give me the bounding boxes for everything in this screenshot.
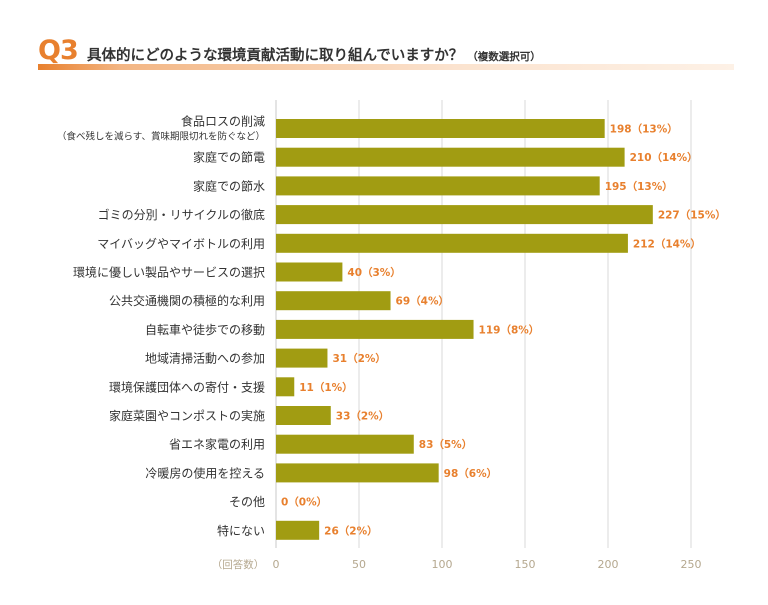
value-label: 69（4%） (396, 295, 449, 308)
x-tick-label: 50 (352, 558, 366, 571)
bar (276, 463, 439, 483)
question-title: 具体的にどのような環境貢献活動に取り組んでいますか？ (87, 48, 464, 64)
x-tick-label: 100 (432, 558, 453, 571)
x-axis-label: （回答数） (212, 558, 265, 571)
value-label: 11（1%） (299, 381, 352, 394)
category-label: 公共交通機関の積極的な利用 (109, 293, 265, 308)
x-tick-label: 0 (273, 558, 280, 571)
category-label: 冷暖房の使用を控える (145, 465, 265, 480)
value-label: 0（0%） (281, 496, 327, 509)
value-label: 26（2%） (324, 524, 377, 537)
value-label: 40（3%） (347, 266, 400, 279)
x-tick-label: 250 (681, 558, 702, 571)
header-underline (38, 64, 734, 70)
question-number: Q3 (38, 35, 79, 66)
bar (276, 348, 328, 368)
bar (276, 291, 391, 311)
value-label: 198（13%） (610, 123, 678, 136)
question-text: 具体的にどのような環境貢献活動に取り組んでいますか？ （複数選択可） (87, 44, 541, 65)
value-label: 31（2%） (332, 352, 385, 365)
bar (276, 119, 605, 138)
value-label: 210（14%） (630, 151, 698, 164)
category-label: ゴミの分別・リサイクルの徹底 (98, 207, 265, 222)
category-label: 家庭での節電 (193, 150, 265, 165)
value-label: 33（2%） (336, 410, 389, 423)
x-tick-label: 200 (598, 558, 619, 571)
bar (276, 520, 320, 540)
value-label: 83（5%） (419, 438, 472, 451)
value-label: 98（6%） (444, 467, 497, 480)
bar (276, 147, 625, 167)
value-label: 119（8%） (479, 323, 540, 336)
category-label: 家庭菜園やコンポストの実施 (109, 408, 265, 423)
category-label: 環境に優しい製品やサービスの選択 (73, 265, 265, 280)
category-label: 自転車や徒歩での移動 (145, 322, 265, 337)
category-label: 家庭での節水 (193, 178, 265, 193)
category-label: 地域清掃活動への参加 (145, 351, 265, 366)
value-label: 212（14%） (633, 237, 701, 250)
bar (276, 319, 474, 339)
category-label: 食品ロスの削減 (181, 114, 265, 129)
question-note: （複数選択可） (467, 51, 541, 63)
category-sublabel: （食べ残しを減らす、賞味期限切れを防ぐなど） (57, 131, 265, 143)
question-header: Q3 具体的にどのような環境貢献活動に取り組んでいますか？ （複数選択可） (38, 36, 738, 72)
bar (276, 176, 600, 196)
category-label: 特にない (217, 523, 265, 538)
value-label: 227（15%） (658, 209, 726, 222)
bar (276, 205, 653, 225)
bar (276, 377, 295, 397)
category-label: 環境保護団体への寄付・支援 (109, 379, 265, 394)
category-label: その他 (229, 495, 265, 509)
category-label: 省エネ家電の利用 (169, 437, 265, 452)
category-label: マイバッグやマイボトルの利用 (97, 237, 265, 251)
bar (276, 406, 331, 425)
x-tick-label: 150 (515, 558, 536, 571)
bar (276, 434, 414, 454)
value-label: 195（13%） (605, 180, 673, 193)
bar (276, 233, 628, 253)
bar (276, 262, 343, 282)
